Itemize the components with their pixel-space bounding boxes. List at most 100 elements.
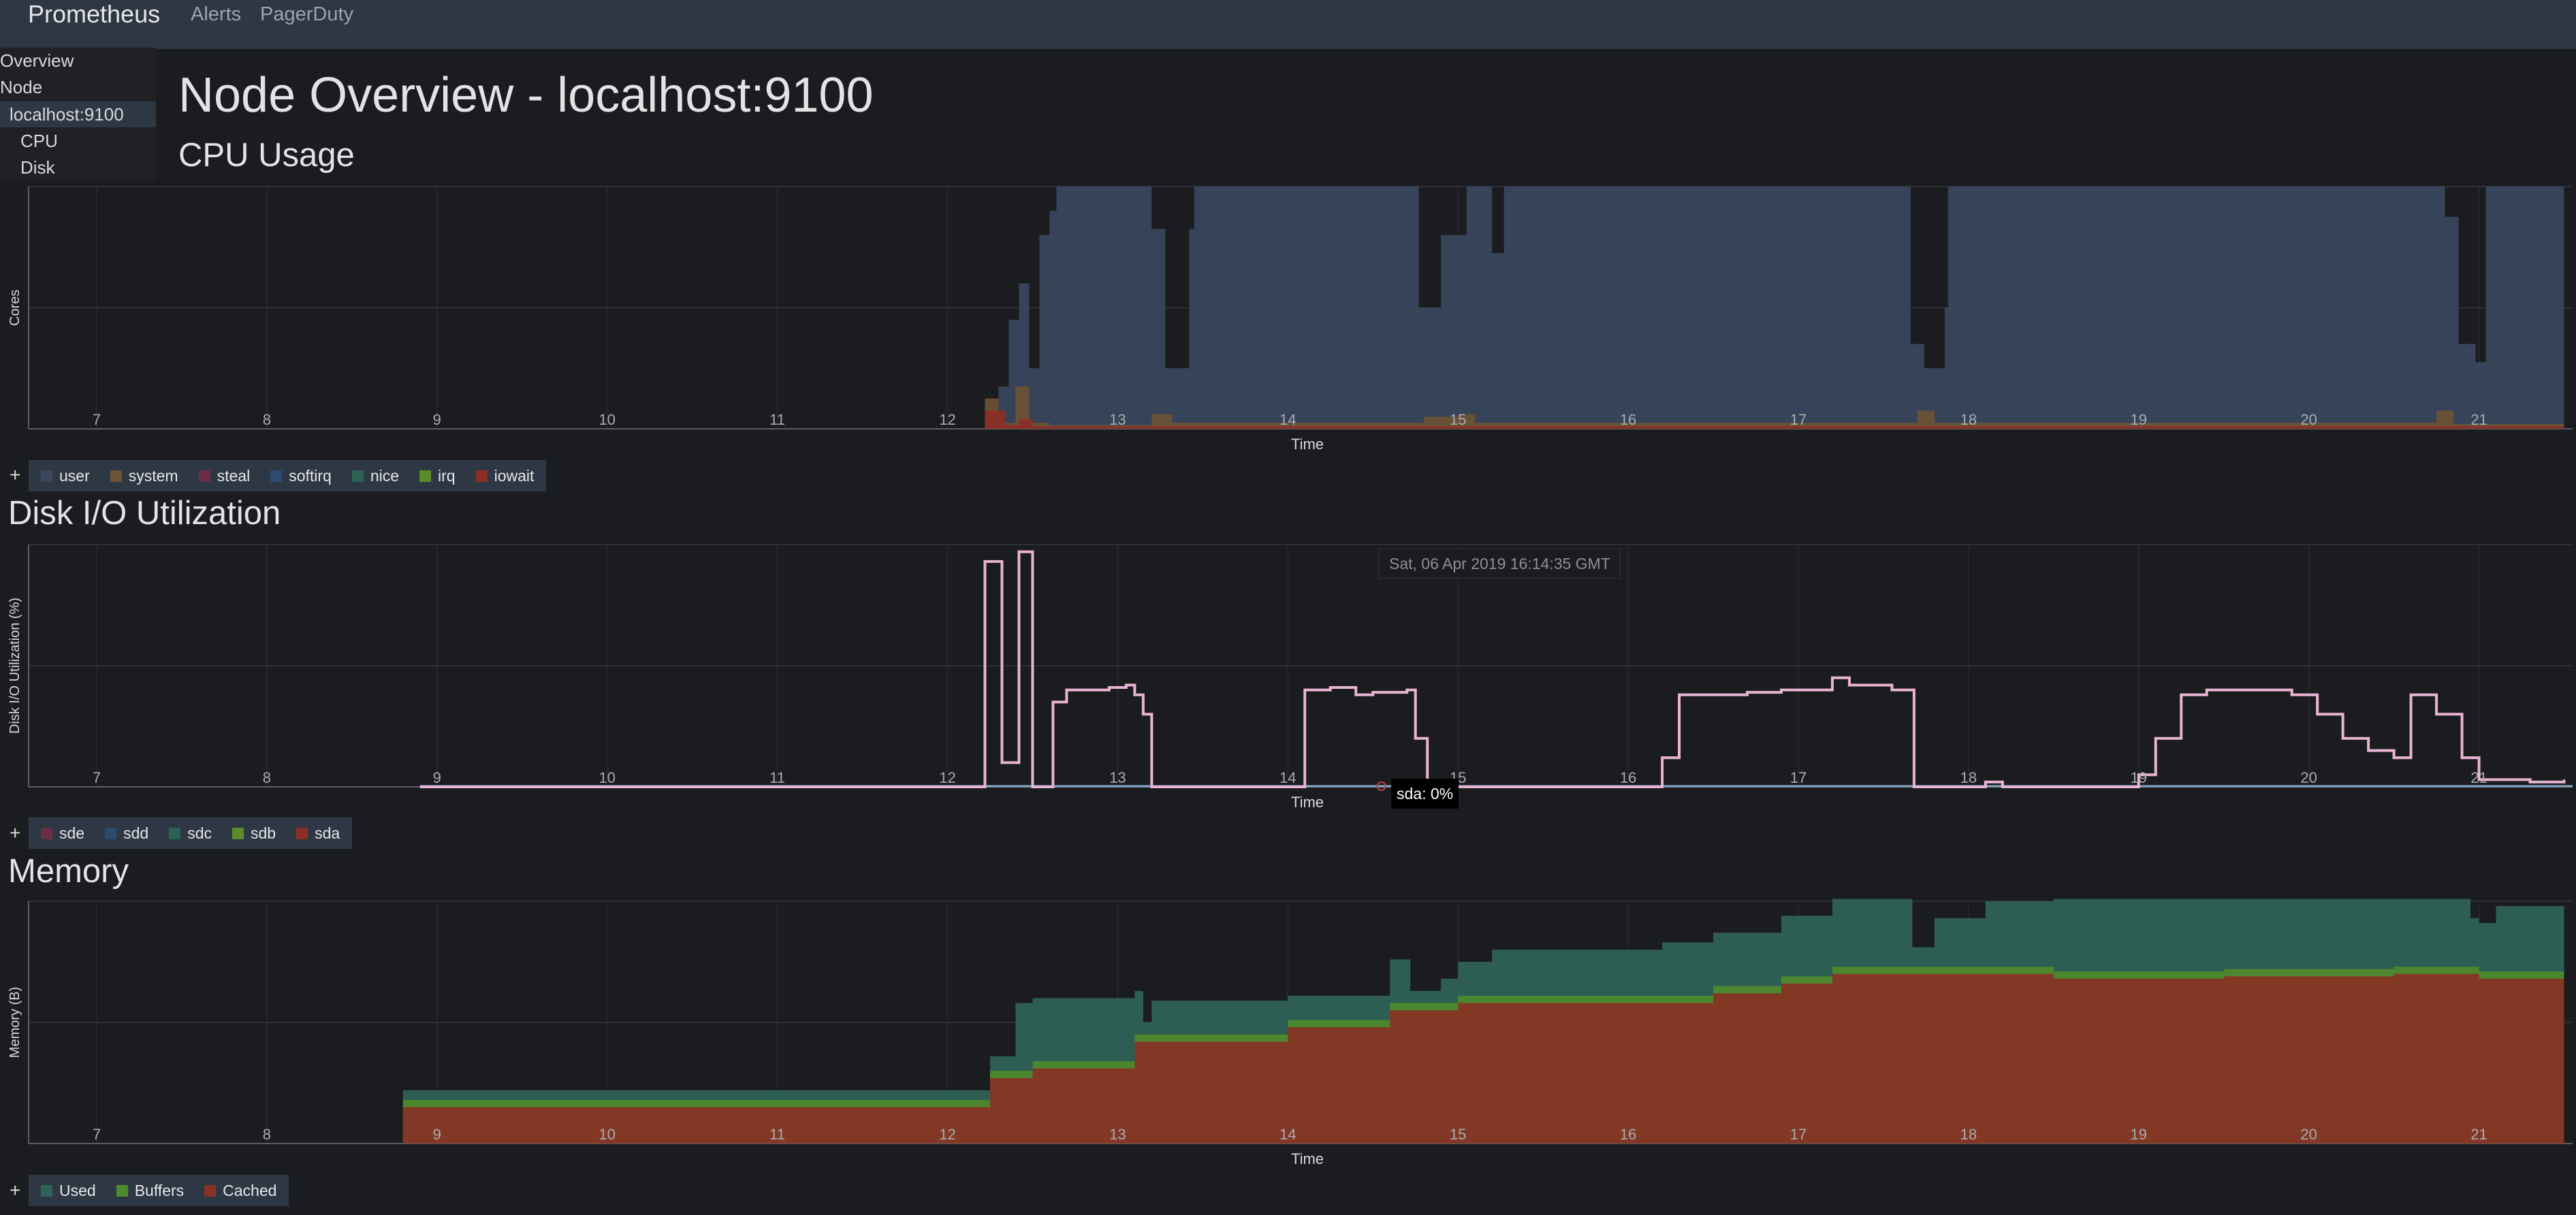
cpu-usage-chart[interactable]: 7 8 9 10 11 12 13 14 15 16 17 18 19 20 21 Time Cores: [0, 184, 2576, 456]
memory-legend-swatch: [41, 1184, 52, 1197]
cpu-x-tick-label: 19: [2131, 411, 2147, 428]
memory-chart[interactable]: 7 8 9 10 11 12 13 14 15 16 17 18 19 20 21 Time Memory (B…: [0, 898, 2576, 1171]
cpu-legend-item-irq[interactable]: irq: [419, 467, 456, 485]
disk-series-sda: [419, 550, 2566, 788]
cpu-usage-title: CPU Usage: [178, 137, 355, 174]
memory-legend-swatch: [204, 1184, 217, 1197]
cpu-legend-label: user: [59, 466, 90, 485]
sidebar-item-cpu[interactable]: CPU: [20, 131, 58, 151]
cpu-x-tick-label: 18: [1960, 411, 1977, 428]
cpu-legend-swatch: [351, 470, 364, 482]
disk-x-tick-label: 20: [2300, 769, 2317, 786]
sidebar-item-localhost[interactable]: localhost:9100: [0, 101, 156, 127]
disk-legend-item-sdc[interactable]: sdc: [169, 824, 212, 843]
cpu-legend-swatch: [41, 470, 52, 482]
memory-title: Memory: [8, 853, 129, 890]
memory-x-tick-label: 18: [1960, 1126, 1977, 1143]
cpu-legend-swatch: [419, 470, 432, 482]
memory-x-tick-label: 20: [2300, 1126, 2317, 1143]
sidebar-item-node[interactable]: Node: [0, 77, 43, 97]
hover-value-tooltip: sda: 0%: [1391, 779, 1459, 809]
cpu-x-tick-label: 17: [1790, 411, 1807, 428]
memory-legend-item-cached[interactable]: Cached: [204, 1182, 276, 1200]
memory-legend-label: Cached: [223, 1181, 277, 1199]
disk-x-tick-label: 13: [1109, 769, 1126, 786]
cpu-legend-swatch: [475, 470, 488, 482]
disk-x-tick-label: 7: [93, 769, 101, 786]
nav-link-pagerduty[interactable]: PagerDuty: [260, 3, 354, 25]
disk-legend-swatch: [169, 827, 181, 839]
cpu-x-tick-label: 11: [769, 411, 785, 428]
memory-x-tick-label: 16: [1620, 1126, 1636, 1143]
cpu-legend-item-softirq[interactable]: softirq: [270, 467, 332, 485]
disk-x-tick-label: 14: [1279, 769, 1296, 786]
disk-legend-item-sdd[interactable]: sdd: [105, 824, 148, 843]
disk-x-tick-label: 10: [599, 769, 615, 786]
sidebar-item-overview[interactable]: Overview: [0, 50, 74, 71]
disk-legend: sde sdd sdc sdb sda: [29, 817, 353, 849]
cpu-legend-item-user[interactable]: user: [41, 467, 90, 485]
memory-legend-expand-button[interactable]: +: [10, 1180, 21, 1201]
page-title: Node Overview - localhost:9100: [178, 68, 874, 123]
sidebar-item-disk[interactable]: Disk: [20, 157, 55, 178]
memory-x-tick-label: 9: [433, 1126, 441, 1143]
disk-legend-swatch: [232, 827, 244, 839]
cpu-x-tick-label: 13: [1109, 411, 1126, 428]
disk-legend-label: sdd: [123, 824, 149, 842]
memory-series-cached: [402, 973, 2564, 1144]
disk-x-axis-label: Time: [1291, 794, 1324, 811]
disk-io-title: Disk I/O Utilization: [8, 495, 281, 532]
cpu-legend-label: softirq: [289, 466, 332, 485]
memory-x-tick-label: 13: [1109, 1126, 1126, 1143]
disk-legend-item-sdb[interactable]: sdb: [232, 824, 276, 843]
cpu-legend-item-steal[interactable]: steal: [198, 467, 250, 485]
nav-link-alerts[interactable]: Alerts: [191, 3, 242, 25]
cpu-x-tick-label: 21: [2470, 411, 2487, 428]
cpu-x-tick-label: 20: [2300, 411, 2317, 428]
memory-legend-label: Buffers: [134, 1181, 185, 1199]
memory-x-tick-label: 19: [2131, 1126, 2147, 1143]
cpu-x-tick-label: 10: [599, 411, 615, 428]
memory-x-tick-label: 12: [939, 1126, 955, 1143]
cpu-x-tick-label: 15: [1450, 411, 1466, 428]
top-navbar: Prometheus Alerts PagerDuty: [0, 0, 2576, 49]
memory-x-tick-label: 21: [2470, 1126, 2487, 1143]
cpu-legend: user system steal softirq nice irq iowait: [29, 460, 547, 491]
cpu-legend-expand-button[interactable]: +: [10, 464, 21, 485]
disk-x-tick-label: 8: [263, 769, 271, 786]
cpu-series-system: [985, 386, 2564, 429]
cpu-y-axis-label: Cores: [7, 289, 22, 325]
disk-legend-label: sda: [315, 824, 340, 842]
memory-legend-item-buffers[interactable]: Buffers: [116, 1182, 184, 1200]
disk-x-tick-label: 9: [433, 769, 441, 786]
memory-x-axis-label: Time: [1291, 1150, 1324, 1167]
cpu-legend-label: irq: [438, 466, 456, 485]
memory-y-axis-label: Memory (B): [7, 987, 22, 1058]
memory-x-tick-label: 7: [93, 1126, 101, 1143]
memory-x-tick-label: 15: [1450, 1126, 1466, 1143]
cpu-legend-item-system[interactable]: system: [110, 467, 178, 485]
cpu-x-tick-label: 16: [1620, 411, 1636, 428]
disk-legend-item-sde[interactable]: sde: [41, 824, 84, 843]
disk-x-tick-label: 12: [939, 769, 955, 786]
cpu-legend-item-nice[interactable]: nice: [351, 466, 400, 485]
brand-logo[interactable]: Prometheus: [28, 0, 161, 28]
memory-x-tick-label: 10: [599, 1126, 615, 1143]
memory-x-tick-label: 17: [1790, 1126, 1807, 1143]
memory-x-tick-label: 8: [263, 1126, 271, 1143]
disk-legend-label: sdc: [187, 824, 212, 842]
cpu-legend-swatch: [198, 470, 210, 482]
cpu-x-tick-label: 9: [433, 411, 441, 428]
memory-legend-item-used[interactable]: Used: [41, 1182, 96, 1200]
disk-legend-expand-button[interactable]: +: [10, 822, 21, 843]
cpu-legend-label: nice: [370, 466, 400, 485]
disk-legend-swatch: [296, 827, 308, 839]
disk-x-tick-label: 18: [1960, 769, 1977, 786]
disk-legend-item-sda[interactable]: sda: [296, 824, 340, 843]
cpu-legend-item-iowait[interactable]: iowait: [475, 467, 534, 485]
memory-legend: Used Buffers Cached: [29, 1175, 289, 1206]
cpu-x-tick-label: 8: [263, 411, 271, 428]
memory-x-tick-label: 11: [769, 1126, 785, 1143]
disk-x-tick-label: 19: [2131, 769, 2147, 786]
